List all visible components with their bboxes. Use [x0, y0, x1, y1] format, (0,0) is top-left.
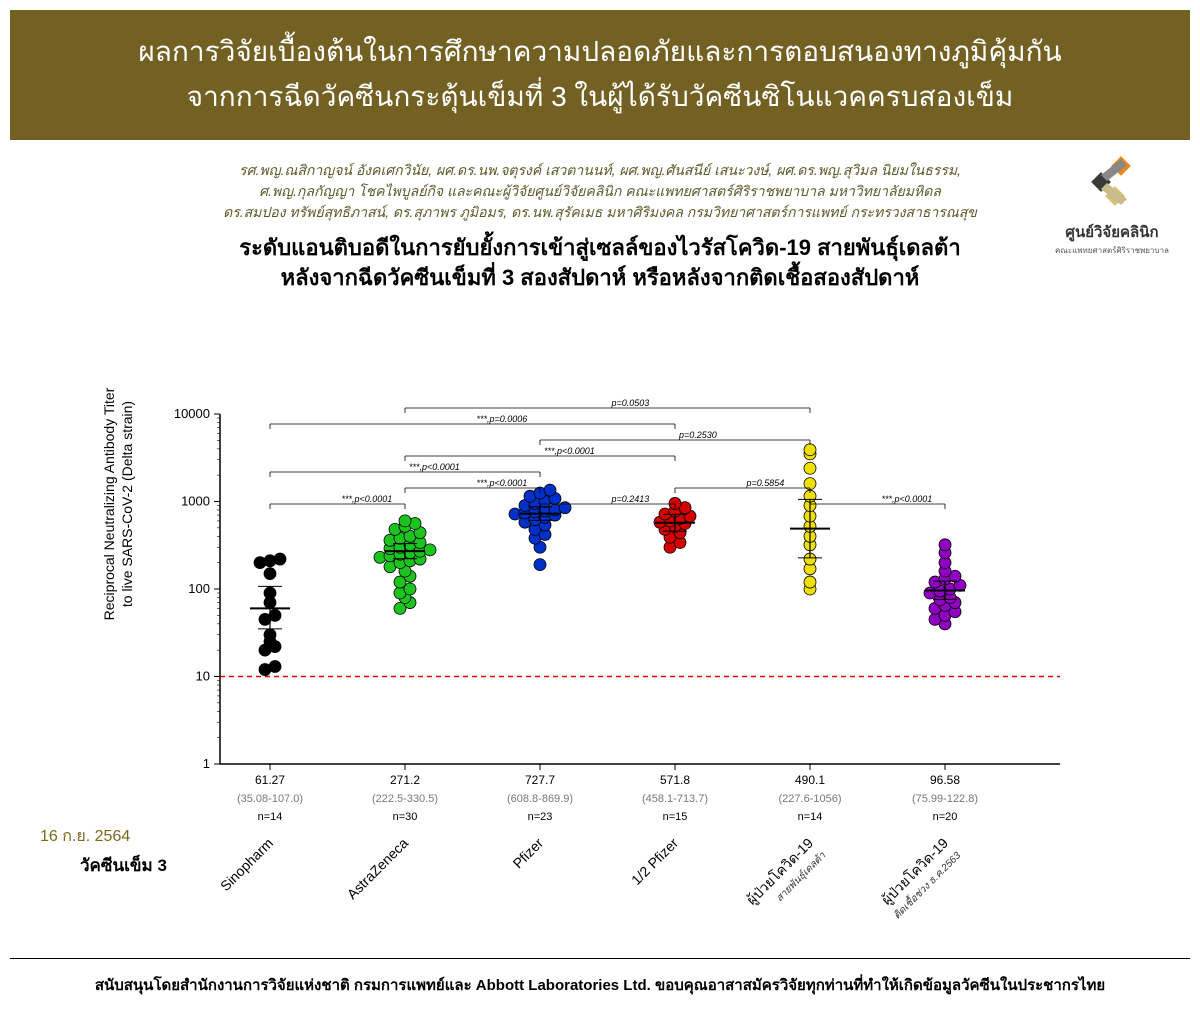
svg-text:***,p<0.0001: ***,p<0.0001 — [409, 462, 460, 472]
svg-text:n=23: n=23 — [528, 811, 553, 823]
svg-text:61.27: 61.27 — [255, 773, 285, 787]
xaxis-title: วัคซีนเข็ม 3 — [80, 852, 167, 879]
chart-svg: 1 10 100 1000 10000 61.27 (35.08-107.0) n=14 Sin… — [40, 304, 1160, 944]
svg-text:1: 1 — [203, 756, 210, 771]
svg-text:***,p<0.0001: ***,p<0.0001 — [882, 494, 933, 504]
svg-text:p=0.2530: p=0.2530 — [678, 430, 717, 440]
authors-block: รศ.พญ.ณสิกาญจน์ อังคเศกวินัย, ผศ.ดร.นพ.จ… — [0, 150, 1200, 229]
authors-line2: ศ.พญ.กุลกัญญา โชคไพบูลย์กิจ และคณะผู้วิจ… — [40, 181, 1160, 202]
logo-area: ศูนย์วิจัยคลินิก คณะแพทยศาสตร์ศิริราชพยา… — [1042, 155, 1182, 257]
svg-text:Sinopharm: Sinopharm — [217, 835, 276, 894]
svg-text:(222.5-330.5): (222.5-330.5) — [372, 793, 438, 805]
svg-text:10000: 10000 — [174, 406, 210, 421]
svg-text:Pfizer: Pfizer — [509, 835, 546, 872]
svg-text:n=30: n=30 — [393, 811, 418, 823]
yaxis-label: Reciprocal Neutralizing Antibody Titer t… — [100, 384, 136, 624]
svg-text:727.7: 727.7 — [525, 773, 555, 787]
svg-text:AstraZeneca: AstraZeneca — [344, 835, 412, 903]
logo-subtitle: คณะแพทยศาสตร์ศิริราชพยาบาล — [1042, 244, 1182, 257]
svg-text:10: 10 — [196, 669, 210, 684]
authors-line3: ดร.สมปอง ทรัพย์สุทธิภาสน์, ดร.สุภาพร ภูม… — [40, 202, 1160, 223]
chart-container: Reciprocal Neutralizing Antibody Titer t… — [40, 304, 1160, 944]
svg-text:(458.1-713.7): (458.1-713.7) — [642, 793, 708, 805]
svg-text:571.8: 571.8 — [660, 773, 690, 787]
svg-text:1/2 Pfizer: 1/2 Pfizer — [628, 835, 681, 888]
svg-text:n=14: n=14 — [258, 811, 283, 823]
svg-text:***,p=0.0006: ***,p=0.0006 — [477, 414, 528, 424]
svg-text:100: 100 — [188, 581, 210, 596]
svg-text:***,p<0.0001: ***,p<0.0001 — [477, 478, 528, 488]
svg-text:p=0.2413: p=0.2413 — [611, 494, 650, 504]
date-label: 16 ก.ย. 2564 — [40, 824, 130, 849]
svg-text:n=14: n=14 — [798, 811, 823, 823]
authors-line1: รศ.พญ.ณสิกาญจน์ อังคเศกวินัย, ผศ.ดร.นพ.จ… — [40, 160, 1160, 181]
logo-title: ศูนย์วิจัยคลินิก — [1042, 220, 1182, 244]
svg-text:p=0.5854: p=0.5854 — [746, 478, 785, 488]
svg-text:***,p<0.0001: ***,p<0.0001 — [544, 446, 595, 456]
svg-text:490.1: 490.1 — [795, 773, 825, 787]
header-line2: จากการฉีดวัคซีนกระตุ้นเข็มที่ 3 ในผู้ได้… — [40, 75, 1160, 120]
svg-text:***,p<0.0001: ***,p<0.0001 — [342, 494, 393, 504]
chart-subtitle: ระดับแอนติบอดีในการยับยั้งการเข้าสู่เซลล… — [0, 229, 1200, 305]
svg-text:271.2: 271.2 — [390, 773, 420, 787]
header-banner: ผลการวิจัยเบื้องต้นในการศึกษาความปลอดภัย… — [10, 10, 1190, 140]
svg-text:1000: 1000 — [181, 494, 210, 509]
logo-icon — [1082, 155, 1142, 215]
svg-text:n=20: n=20 — [933, 811, 958, 823]
svg-text:(75.99-122.8): (75.99-122.8) — [912, 793, 978, 805]
svg-text:n=15: n=15 — [663, 811, 688, 823]
svg-text:(608.8-869.9): (608.8-869.9) — [507, 793, 573, 805]
svg-text:96.58: 96.58 — [930, 773, 960, 787]
subtitle-line2: หลังจากฉีดวัคซีนเข็มที่ 3 สองสัปดาห์ หรื… — [160, 263, 1040, 294]
subtitle-line1: ระดับแอนติบอดีในการยับยั้งการเข้าสู่เซลล… — [160, 233, 1040, 264]
svg-text:p=0.0503: p=0.0503 — [611, 398, 650, 408]
svg-text:(227.6-1056): (227.6-1056) — [779, 793, 842, 805]
footer-text: สนับสนุนโดยสำนักงานการวิจัยแห่งชาติ กรมก… — [10, 958, 1190, 1017]
svg-text:(35.08-107.0): (35.08-107.0) — [237, 793, 303, 805]
header-line1: ผลการวิจัยเบื้องต้นในการศึกษาความปลอดภัย… — [40, 30, 1160, 75]
